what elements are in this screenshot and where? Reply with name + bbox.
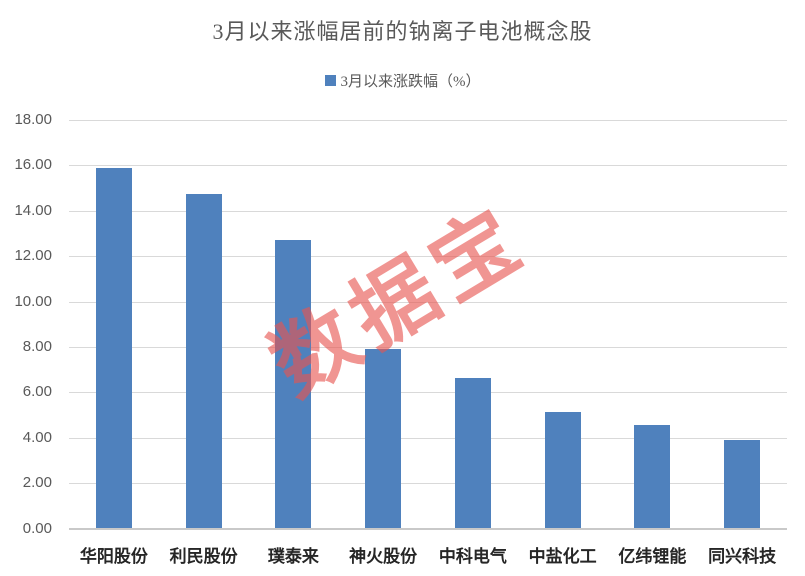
y-tick-label-0.00: 0.00 bbox=[22, 519, 52, 537]
chart-title: 3月以来涨幅居前的钠离子电池概念股 bbox=[212, 19, 593, 44]
bar-3-璞泰来 bbox=[275, 240, 312, 529]
y-tick-label-16.00: 16.00 bbox=[14, 156, 52, 174]
gridline-6.00 bbox=[69, 392, 787, 394]
x-category-label-璞泰来: 璞泰来 bbox=[267, 547, 319, 566]
y-tick-label-2.00: 2.00 bbox=[22, 474, 52, 492]
legend-swatch-icon bbox=[324, 75, 336, 86]
x-category-label-同兴科技: 同兴科技 bbox=[708, 547, 777, 566]
y-tick-label-12.00: 12.00 bbox=[14, 247, 52, 265]
bar-7-亿纬锂能 bbox=[634, 425, 671, 529]
legend-label: 3月以来涨跌幅（%） bbox=[340, 74, 481, 90]
gridline-10.00 bbox=[69, 301, 787, 303]
bar-5-中科电气 bbox=[454, 377, 491, 529]
x-category-label-神火股份: 神火股份 bbox=[349, 547, 418, 566]
gridline-4.00 bbox=[69, 437, 787, 439]
gridline-16.00 bbox=[69, 165, 787, 167]
bar-8-同兴科技 bbox=[724, 439, 761, 529]
y-tick-label-10.00: 10.00 bbox=[14, 292, 52, 310]
x-category-label-中科电气: 中科电气 bbox=[438, 547, 507, 566]
y-tick-label-4.00: 4.00 bbox=[22, 428, 52, 446]
gridline-8.00 bbox=[69, 346, 787, 348]
x-category-label-中盐化工: 中盐化工 bbox=[528, 547, 597, 566]
bar-6-中盐化工 bbox=[544, 411, 581, 529]
legend: 3月以来涨跌幅（%） bbox=[0, 70, 805, 91]
gridline-2.00 bbox=[69, 483, 787, 485]
y-tick-label-8.00: 8.00 bbox=[22, 337, 52, 355]
x-category-label-华阳股份: 华阳股份 bbox=[79, 547, 148, 566]
gridline-14.00 bbox=[69, 210, 787, 212]
x-category-label-亿纬锂能: 亿纬锂能 bbox=[618, 547, 687, 566]
x-category-label-利民股份: 利民股份 bbox=[169, 547, 238, 566]
y-tick-label-18.00: 18.00 bbox=[14, 111, 52, 128]
bar-4-神火股份 bbox=[365, 349, 402, 529]
bar-1-华阳股份 bbox=[95, 167, 132, 529]
gridline-12.00 bbox=[69, 256, 787, 258]
x-axis-line bbox=[69, 527, 787, 530]
y-tick-label-6.00: 6.00 bbox=[22, 383, 52, 401]
y-tick-label-14.00: 14.00 bbox=[14, 201, 52, 219]
bar-2-利民股份 bbox=[185, 193, 222, 529]
gridline-18.00 bbox=[69, 120, 787, 121]
